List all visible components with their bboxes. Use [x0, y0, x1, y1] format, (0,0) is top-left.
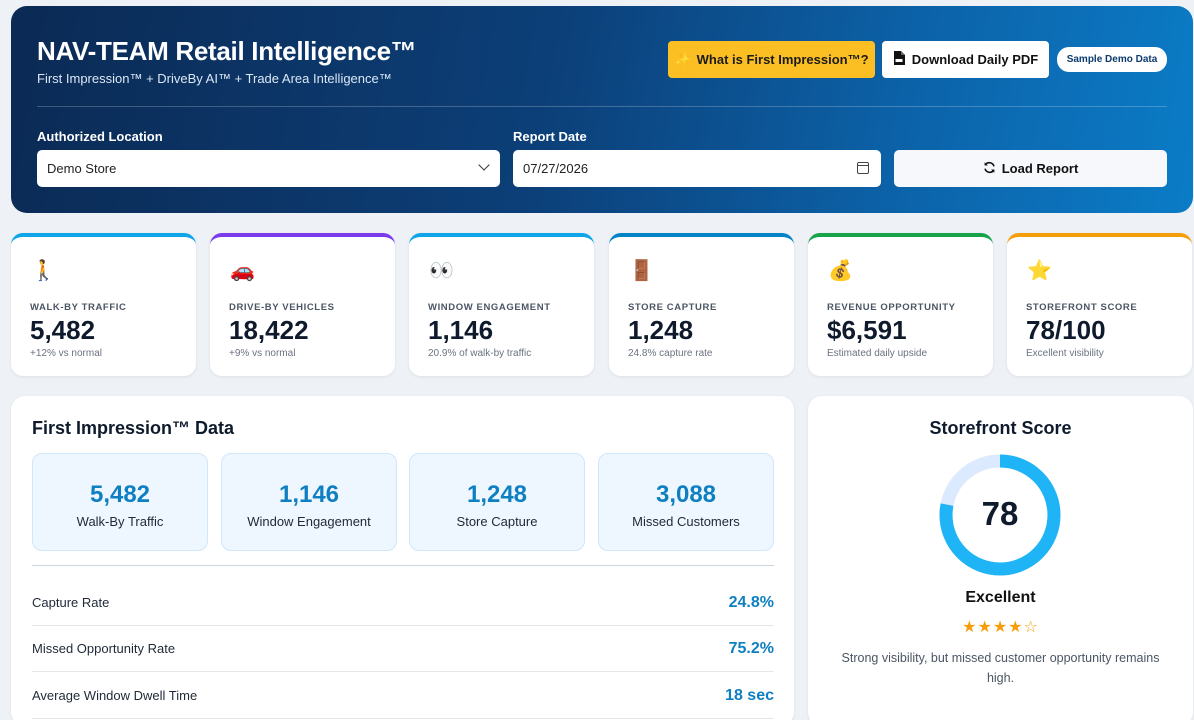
kpi-label: REVENUE OPPORTUNITY [827, 302, 956, 313]
date-label: Report Date [513, 129, 587, 144]
kpi-label: STORE CAPTURE [628, 302, 717, 313]
sparkles-icon: ✨ [674, 51, 691, 67]
stat-tile-store-capture: 1,248 Store Capture [409, 453, 585, 551]
storefront-score-panel: Storefront Score 78 Excellent ★★★★☆ Stro… [808, 396, 1193, 720]
app-subtitle: First Impression™ + DriveBy AI™ + Trade … [37, 71, 392, 86]
sample-demo-badge: Sample Demo Data [1057, 47, 1167, 72]
kpi-card-store-capture: 🚪 STORE CAPTURE 1,248 24.8% capture rate [609, 233, 794, 376]
header-divider [37, 106, 1167, 107]
kpi-subtext: Excellent visibility [1026, 348, 1104, 359]
stat-label: Store Capture [456, 514, 538, 529]
kpi-subtext: +9% vs normal [229, 348, 296, 359]
star-rating-icon: ★★★★☆ [962, 619, 1039, 636]
refresh-icon [983, 161, 996, 177]
stat-tile-missed-customers: 3,088 Missed Customers [598, 453, 774, 551]
kpi-value: 1,146 [428, 315, 494, 345]
kpi-card-walk-by: 🚶 WALK-BY TRAFFIC 5,482 +12% vs normal [11, 233, 196, 376]
score-rating: Excellent [965, 589, 1036, 606]
kpi-subtext: 24.8% capture rate [628, 348, 713, 359]
star-icon: ⭐ [1027, 260, 1052, 282]
metric-row-missed-opportunity: Missed Opportunity Rate 75.2% [32, 626, 774, 672]
kpi-value: $6,591 [827, 315, 907, 345]
kpi-value: 5,482 [30, 315, 96, 345]
car-icon: 🚗 [230, 260, 255, 282]
pdf-file-icon [893, 51, 905, 68]
chevron-down-icon [478, 159, 490, 171]
location-label: Authorized Location [37, 129, 163, 144]
metric-value: 75.2% [728, 639, 774, 657]
metric-row-dwell-time: Average Window Dwell Time 18 sec [32, 673, 774, 719]
kpi-value: 1,248 [628, 315, 694, 345]
kpi-card-revenue-opportunity: 💰 REVENUE OPPORTUNITY $6,591 Estimated d… [808, 233, 993, 376]
header-banner: NAV-TEAM Retail Intelligence™ First Impr… [11, 6, 1193, 213]
calendar-icon[interactable] [857, 162, 869, 174]
metric-label: Missed Opportunity Rate [32, 641, 176, 656]
metric-label: Capture Rate [32, 595, 110, 610]
what-button-label: What is First Impression™? [696, 52, 869, 67]
first-impression-panel: First Impression™ Data 5,482 Walk-By Tra… [11, 396, 794, 720]
metric-value: 24.8% [728, 593, 774, 611]
door-icon: 🚪 [629, 260, 654, 282]
kpi-card-drive-by: 🚗 DRIVE-BY VEHICLES 18,422 +9% vs normal [210, 233, 395, 376]
stat-label: Missed Customers [632, 514, 740, 529]
kpi-subtext: Estimated daily upside [827, 348, 928, 359]
location-value: Demo Store [47, 161, 117, 176]
metric-value: 18 sec [725, 686, 774, 704]
download-pdf-button[interactable]: Download Daily PDF [882, 41, 1049, 78]
stat-tile-window-engagement: 1,146 Window Engagement [221, 453, 397, 551]
panel-title: Storefront Score [929, 418, 1072, 438]
kpi-card-storefront-score: ⭐ STOREFRONT SCORE 78/100 Excellent visi… [1007, 233, 1192, 376]
what-is-first-impression-button[interactable]: ✨ What is First Impression™? [668, 41, 875, 78]
stat-tile-walk-by: 5,482 Walk-By Traffic [32, 453, 208, 551]
eyes-icon: 👀 [429, 260, 454, 282]
kpi-label: WALK-BY TRAFFIC [30, 302, 127, 313]
load-report-button[interactable]: Load Report [894, 150, 1167, 187]
stat-value: 5,482 [89, 481, 151, 508]
kpi-label: WINDOW ENGAGEMENT [428, 302, 551, 313]
load-report-label: Load Report [1001, 161, 1079, 176]
kpi-card-window-engagement: 👀 WINDOW ENGAGEMENT 1,146 20.9% of walk-… [409, 233, 594, 376]
metric-row-capture-rate: Capture Rate 24.8% [32, 580, 774, 626]
app-title: NAV-TEAM Retail Intelligence™ [37, 36, 417, 66]
stat-value: 1,248 [466, 481, 528, 508]
kpi-label: DRIVE-BY VEHICLES [229, 302, 335, 313]
kpi-value: 78/100 [1026, 315, 1106, 345]
pdf-button-label: Download Daily PDF [911, 52, 1039, 67]
panel-title: First Impression™ Data [32, 418, 235, 438]
kpi-value: 18,422 [229, 315, 309, 345]
location-select[interactable]: Demo Store [37, 150, 500, 187]
metric-label: Average Window Dwell Time [32, 688, 198, 703]
score-gauge: 78 [936, 451, 1064, 579]
gauge-fill [939, 454, 1061, 576]
kpi-label: STOREFRONT SCORE [1026, 302, 1138, 313]
date-value: 07/27/2026 [523, 161, 589, 176]
stat-label: Walk-By Traffic [76, 514, 164, 529]
money-bag-icon: 💰 [828, 260, 853, 282]
stat-value: 3,088 [655, 481, 717, 508]
score-description: Strong visibility, but missed customer o… [841, 651, 1160, 685]
kpi-subtext: +12% vs normal [30, 348, 102, 359]
section-divider [32, 565, 774, 566]
pedestrian-icon: 🚶 [31, 260, 56, 282]
stat-value: 1,146 [278, 481, 340, 508]
kpi-subtext: 20.9% of walk-by traffic [428, 348, 532, 359]
stat-label: Window Engagement [247, 514, 371, 529]
report-date-input[interactable]: 07/27/2026 [513, 150, 881, 187]
score-value: 78 [981, 495, 1019, 532]
